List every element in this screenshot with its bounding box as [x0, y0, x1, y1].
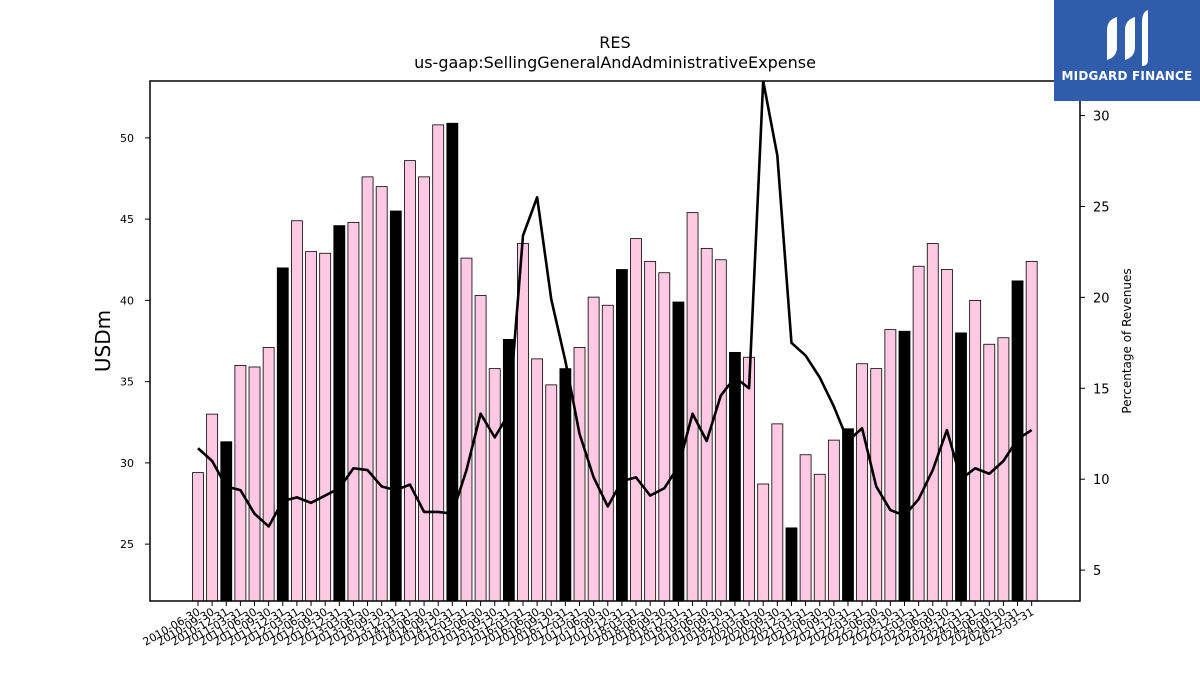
y-tick-label: 50 — [120, 132, 134, 145]
bar — [969, 299, 982, 602]
bar — [474, 295, 487, 602]
logo-text: MIDGARD FINANCE — [1061, 69, 1193, 83]
bar — [686, 212, 699, 602]
right-axis-ticks: 5 10 15 20 25 30 — [1080, 110, 1110, 579]
bar — [531, 358, 544, 602]
bar — [587, 296, 600, 602]
bar — [884, 329, 897, 602]
bar — [460, 257, 473, 602]
bar — [757, 483, 770, 602]
bar — [418, 176, 430, 602]
left-axis-ticks: 25 30 35 40 45 50 — [120, 132, 150, 551]
bar — [997, 337, 1010, 602]
bar — [616, 269, 628, 602]
chart-subtitle: us-gaap:SellingGeneralAndAdministrativeE… — [414, 53, 816, 72]
bar — [898, 330, 911, 602]
y2-tick-label: 25 — [1093, 200, 1110, 215]
y2-axis-label: Percentage of Revenues — [1120, 268, 1134, 413]
bar — [333, 225, 346, 602]
bar — [644, 260, 657, 602]
y-tick-label: 45 — [120, 213, 134, 226]
bar — [771, 423, 784, 602]
bar — [389, 210, 402, 602]
bar — [404, 160, 416, 602]
bar — [940, 269, 953, 602]
bar — [856, 363, 869, 602]
y2-tick-label: 15 — [1093, 382, 1110, 397]
bar — [234, 364, 247, 602]
bar — [375, 186, 388, 602]
bar — [305, 251, 317, 602]
bar — [276, 267, 289, 602]
bar — [432, 124, 445, 602]
bar-series — [192, 122, 1038, 602]
bar — [220, 441, 233, 602]
y2-tick-label: 20 — [1093, 291, 1110, 306]
bar — [714, 259, 727, 602]
bar — [291, 220, 303, 602]
line-series — [197, 81, 1033, 528]
plot-frame — [149, 80, 1081, 602]
bar — [545, 384, 558, 602]
logo-mark-icon — [1107, 10, 1148, 66]
bar — [827, 439, 840, 602]
percentage-line — [197, 81, 1033, 528]
bar — [799, 454, 812, 602]
bar — [559, 368, 572, 602]
y-axis-label: USDm — [91, 310, 115, 372]
y2-tick-label: 10 — [1093, 473, 1110, 488]
bar — [446, 122, 459, 602]
y2-tick-label: 5 — [1093, 564, 1101, 579]
y-tick-label: 35 — [120, 376, 134, 389]
bar — [192, 472, 204, 602]
y-tick-label: 40 — [120, 294, 134, 307]
bar — [842, 428, 854, 602]
x-axis-ticks: 2010-06-302010-09-302010-12-312011-03-31… — [141, 601, 1036, 649]
y-tick-label: 25 — [120, 538, 134, 551]
bar — [926, 243, 939, 602]
y-tick-label: 30 — [120, 457, 134, 470]
bar — [262, 347, 275, 602]
bar — [206, 413, 219, 602]
bar — [573, 347, 586, 602]
bar — [361, 176, 374, 602]
bar — [729, 351, 741, 602]
brand-logo: MIDGARD FINANCE — [1054, 0, 1200, 101]
bar — [743, 356, 755, 602]
bar — [347, 221, 360, 602]
bar — [248, 366, 261, 602]
bar — [813, 473, 826, 602]
chart-title: RES — [599, 33, 631, 52]
bar — [601, 304, 614, 602]
bar — [630, 238, 642, 602]
bar — [488, 368, 501, 602]
bar — [912, 265, 925, 602]
bar — [319, 252, 332, 602]
bar — [785, 527, 798, 602]
y2-tick-label: 30 — [1093, 110, 1110, 125]
bar — [658, 272, 671, 602]
